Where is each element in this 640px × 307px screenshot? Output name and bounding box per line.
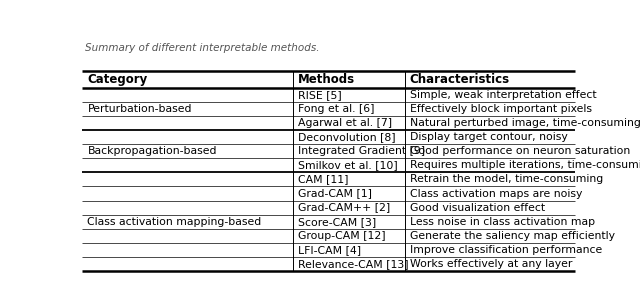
Text: Group-CAM [12]: Group-CAM [12]: [298, 231, 386, 241]
Text: Smilkov et al. [10]: Smilkov et al. [10]: [298, 160, 398, 170]
Text: Simple, weak interpretation effect: Simple, weak interpretation effect: [410, 90, 596, 100]
Text: RISE [5]: RISE [5]: [298, 90, 342, 100]
Text: Improve classification performance: Improve classification performance: [410, 245, 602, 255]
Text: Class activation mapping-based: Class activation mapping-based: [88, 217, 262, 227]
Text: Deconvolution [8]: Deconvolution [8]: [298, 132, 396, 142]
Text: LFI-CAM [4]: LFI-CAM [4]: [298, 245, 362, 255]
Text: Grad-CAM [1]: Grad-CAM [1]: [298, 188, 372, 199]
Text: Retrain the model, time-consuming: Retrain the model, time-consuming: [410, 174, 603, 185]
Text: Natural perturbed image, time-consuming: Natural perturbed image, time-consuming: [410, 118, 640, 128]
Text: Less noise in class activation map: Less noise in class activation map: [410, 217, 595, 227]
Text: Score-CAM [3]: Score-CAM [3]: [298, 217, 376, 227]
Text: Good performance on neuron saturation: Good performance on neuron saturation: [410, 146, 630, 156]
Text: Integrated Gradient [9]: Integrated Gradient [9]: [298, 146, 426, 156]
Text: Class activation maps are noisy: Class activation maps are noisy: [410, 188, 582, 199]
Text: Fong et al. [6]: Fong et al. [6]: [298, 104, 375, 114]
Text: Display target contour, noisy: Display target contour, noisy: [410, 132, 568, 142]
Text: Generate the saliency map efficiently: Generate the saliency map efficiently: [410, 231, 615, 241]
Text: Requires multiple iterations, time-consuming: Requires multiple iterations, time-consu…: [410, 160, 640, 170]
Text: Characteristics: Characteristics: [410, 73, 510, 86]
Text: Agarwal et al. [7]: Agarwal et al. [7]: [298, 118, 392, 128]
Text: Backpropagation-based: Backpropagation-based: [88, 146, 217, 156]
Text: CAM [11]: CAM [11]: [298, 174, 349, 185]
Text: Works effectively at any layer: Works effectively at any layer: [410, 259, 572, 269]
Text: Perturbation-based: Perturbation-based: [88, 104, 192, 114]
Text: Effectively block important pixels: Effectively block important pixels: [410, 104, 592, 114]
Text: Grad-CAM++ [2]: Grad-CAM++ [2]: [298, 203, 390, 212]
Text: Good visualization effect: Good visualization effect: [410, 203, 545, 212]
Text: Methods: Methods: [298, 73, 355, 86]
Text: Category: Category: [88, 73, 148, 86]
Text: Summary of different interpretable methods.: Summary of different interpretable metho…: [85, 43, 319, 53]
Text: Relevance-CAM [13]: Relevance-CAM [13]: [298, 259, 409, 269]
